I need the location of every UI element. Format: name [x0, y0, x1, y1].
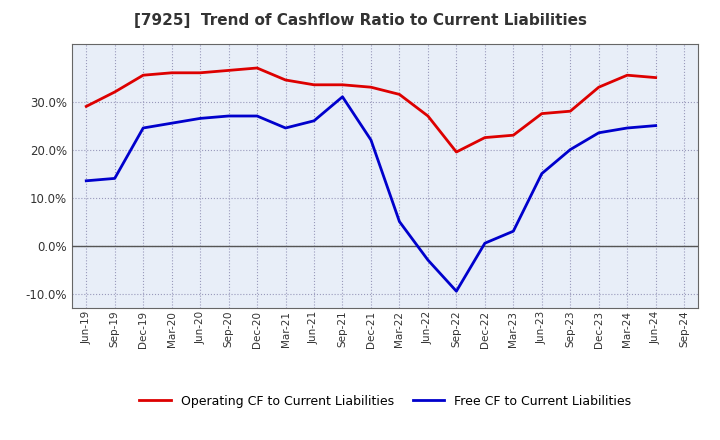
Legend: Operating CF to Current Liabilities, Free CF to Current Liabilities: Operating CF to Current Liabilities, Fre…	[135, 390, 636, 413]
Line: Operating CF to Current Liabilities: Operating CF to Current Liabilities	[86, 68, 656, 152]
Free CF to Current Liabilities	[310, 118, 318, 124]
Free CF to Current Liabilities	[139, 125, 148, 131]
Free CF to Current Liabilities	[338, 94, 347, 99]
Free CF to Current Liabilities	[452, 289, 461, 294]
Free CF to Current Liabilities	[423, 257, 432, 263]
Free CF to Current Liabilities	[196, 116, 204, 121]
Operating CF to Current Liabilities	[366, 84, 375, 90]
Operating CF to Current Liabilities	[595, 84, 603, 90]
Free CF to Current Liabilities	[652, 123, 660, 128]
Free CF to Current Liabilities	[537, 171, 546, 176]
Operating CF to Current Liabilities	[225, 68, 233, 73]
Free CF to Current Liabilities	[623, 125, 631, 131]
Free CF to Current Liabilities	[282, 125, 290, 131]
Operating CF to Current Liabilities	[623, 73, 631, 78]
Free CF to Current Liabilities	[480, 241, 489, 246]
Free CF to Current Liabilities	[395, 219, 404, 224]
Operating CF to Current Liabilities	[395, 92, 404, 97]
Operating CF to Current Liabilities	[139, 73, 148, 78]
Free CF to Current Liabilities	[366, 137, 375, 143]
Operating CF to Current Liabilities	[338, 82, 347, 88]
Text: [7925]  Trend of Cashflow Ratio to Current Liabilities: [7925] Trend of Cashflow Ratio to Curren…	[133, 13, 587, 28]
Operating CF to Current Liabilities	[82, 104, 91, 109]
Operating CF to Current Liabilities	[196, 70, 204, 75]
Free CF to Current Liabilities	[566, 147, 575, 152]
Operating CF to Current Liabilities	[423, 114, 432, 119]
Operating CF to Current Liabilities	[652, 75, 660, 80]
Free CF to Current Liabilities	[253, 114, 261, 119]
Line: Free CF to Current Liabilities: Free CF to Current Liabilities	[86, 97, 656, 291]
Operating CF to Current Liabilities	[509, 132, 518, 138]
Free CF to Current Liabilities	[110, 176, 119, 181]
Operating CF to Current Liabilities	[282, 77, 290, 83]
Free CF to Current Liabilities	[225, 114, 233, 119]
Free CF to Current Liabilities	[82, 178, 91, 183]
Operating CF to Current Liabilities	[310, 82, 318, 88]
Operating CF to Current Liabilities	[452, 149, 461, 154]
Free CF to Current Liabilities	[509, 228, 518, 234]
Operating CF to Current Liabilities	[566, 109, 575, 114]
Free CF to Current Liabilities	[167, 121, 176, 126]
Operating CF to Current Liabilities	[253, 66, 261, 71]
Operating CF to Current Liabilities	[167, 70, 176, 75]
Operating CF to Current Liabilities	[480, 135, 489, 140]
Free CF to Current Liabilities	[595, 130, 603, 136]
Operating CF to Current Liabilities	[110, 89, 119, 95]
Operating CF to Current Liabilities	[537, 111, 546, 116]
